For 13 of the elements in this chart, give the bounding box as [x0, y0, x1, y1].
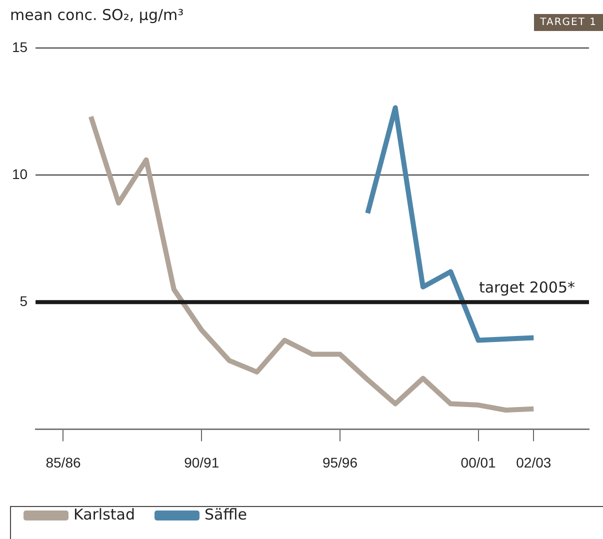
ref-line-label: target 2005* — [478, 278, 576, 297]
x-tick-label: 95/96 — [322, 454, 358, 470]
y-tick-label: 10 — [12, 166, 28, 182]
x-tick-label: 90/91 — [184, 454, 220, 470]
y-axis-title: mean conc. SO₂, µg/m³ — [10, 6, 184, 24]
x-tick-label: 85/86 — [46, 454, 81, 470]
y-tick-label: 15 — [12, 38, 28, 55]
x-tick-label: 00/01 — [460, 454, 496, 470]
legend-label: Karlstad — [74, 505, 136, 524]
y-tick-label: 5 — [20, 292, 28, 309]
legend-label: Säffle — [204, 505, 247, 524]
text: TARGET 1 — [534, 14, 603, 31]
x-tick-label: 02/03 — [516, 454, 552, 470]
